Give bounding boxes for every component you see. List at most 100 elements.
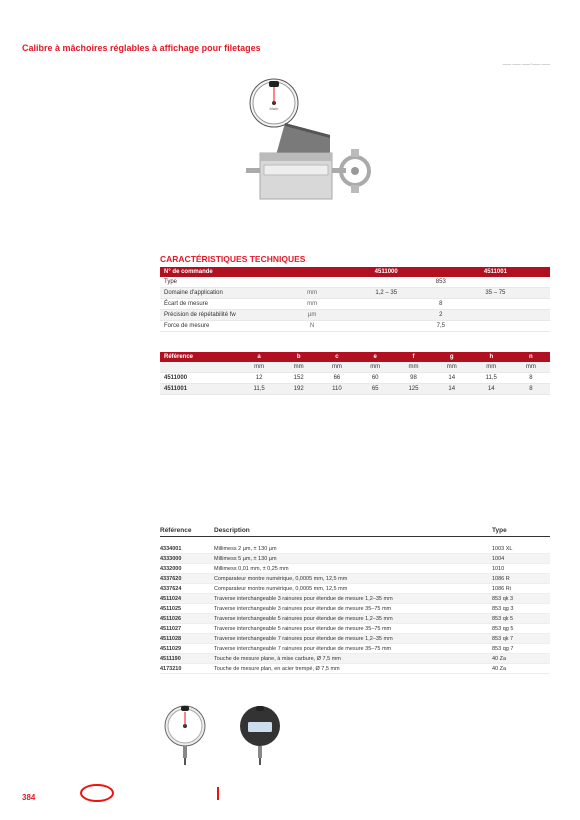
acc-col-header: Référence xyxy=(160,527,214,534)
dim-unit: mm xyxy=(471,362,512,373)
footer-bar-icon xyxy=(217,787,219,800)
dim-unit xyxy=(160,362,239,373)
dim-cell: 11,5 xyxy=(471,373,512,384)
digital-indicator-icon xyxy=(235,704,285,766)
acc-desc: Traverse interchangeable 7 rainures pour… xyxy=(214,646,492,652)
acc-desc: Comparateur montre numérique, 0,0005 mm,… xyxy=(214,586,492,592)
tech-col-header: 4511000 xyxy=(332,267,441,277)
tech-col-header: 4511001 xyxy=(441,267,550,277)
tech-cell: Écart de mesure xyxy=(160,299,293,310)
acc-type: 853 qk 3 xyxy=(492,596,550,602)
tech-cell: mm xyxy=(293,288,332,299)
dim-cell: 152 xyxy=(280,373,318,384)
acc-desc: Traverse interchangeable 3 rainures pour… xyxy=(214,596,492,602)
dim-cell: 8 xyxy=(512,373,550,384)
dim-col-header: a xyxy=(239,352,280,362)
acc-desc: Comparateur montre numérique, 0,0005 mm,… xyxy=(214,576,492,582)
acc-col-header: Type xyxy=(492,527,550,534)
acc-row: 4173210Touche de mesure plan, en acier t… xyxy=(160,664,550,674)
tech-spec-header: CARACTÉRISTIQUES TECHNIQUES xyxy=(160,254,305,264)
dim-col-header: h xyxy=(471,352,512,362)
dim-unit: mm xyxy=(356,362,394,373)
tech-cell: Précision de répétabilité fw xyxy=(160,310,293,321)
dim-cell: 4511001 xyxy=(160,384,239,395)
page-title: Calibre à mâchoires réglables à affichag… xyxy=(22,43,261,53)
acc-row: 4334001Millimess 2 µm, ± 130 µm1003 XL xyxy=(160,544,550,554)
acc-ref: 4511190 xyxy=(160,656,214,662)
tech-cell: mm xyxy=(293,299,332,310)
acc-desc: Traverse interchangeable 3 rainures pour… xyxy=(214,606,492,612)
acc-type: 40 Za xyxy=(492,656,550,662)
accessories-header: RéférenceDescriptionType xyxy=(160,527,550,537)
dim-cell: 8 xyxy=(512,384,550,395)
dim-cell: 125 xyxy=(394,384,432,395)
tech-spec-table: N° de commande45110004511001 Type853Doma… xyxy=(160,267,550,332)
acc-type: 40 Za xyxy=(492,666,550,672)
acc-row: 4511025Traverse interchangeable 3 rainur… xyxy=(160,604,550,614)
acc-type: 853 qk 7 xyxy=(492,636,550,642)
acc-type: 1086 Ri xyxy=(492,586,550,592)
tech-cell: N xyxy=(293,321,332,332)
acc-ref: 4334001 xyxy=(160,546,214,552)
acc-row: 4337620Comparateur montre numérique, 0,0… xyxy=(160,574,550,584)
dimensions-table: Référenceabcefghn mmmmmmmmmmmmmmmm451100… xyxy=(160,352,550,395)
acc-type: 1086 R xyxy=(492,576,550,582)
breadcrumb: ___ ___ ___.___ ___ xyxy=(503,60,550,66)
acc-ref: 4337620 xyxy=(160,576,214,582)
acc-row: 4511190Touche de mesure plane, à mise ca… xyxy=(160,654,550,664)
acc-row: 4332000Millimess 0,01 mm, ± 0,25 mm1010 xyxy=(160,564,550,574)
tech-cell: Force de mesure xyxy=(160,321,293,332)
dim-cell: 12 xyxy=(239,373,280,384)
tech-cell xyxy=(293,277,332,288)
analog-indicator-icon xyxy=(160,704,210,766)
tech-cell: 2 xyxy=(332,310,550,321)
acc-ref: 4333000 xyxy=(160,556,214,562)
acc-row: 4511024Traverse interchangeable 3 rainur… xyxy=(160,594,550,604)
product-image: Mahr xyxy=(220,75,380,220)
acc-ref: 4511026 xyxy=(160,616,214,622)
acc-type: 853 qg 5 xyxy=(492,626,550,632)
acc-ref: 4511024 xyxy=(160,596,214,602)
dim-unit: mm xyxy=(394,362,432,373)
acc-row: 4511029Traverse interchangeable 7 rainur… xyxy=(160,644,550,654)
tech-cell: µm xyxy=(293,310,332,321)
acc-row: 4333000Millimess 5 µm, ± 130 µm1004 xyxy=(160,554,550,564)
dim-cell: 192 xyxy=(280,384,318,395)
accessories-table: 4334001Millimess 2 µm, ± 130 µm1003 XL43… xyxy=(160,544,550,674)
dim-cell: 60 xyxy=(356,373,394,384)
acc-type: 1010 xyxy=(492,566,550,572)
acc-desc: Traverse interchangeable 5 rainures pour… xyxy=(214,616,492,622)
acc-type: 853 qg 7 xyxy=(492,646,550,652)
acc-row: 4337624Comparateur montre numérique, 0,0… xyxy=(160,584,550,594)
acc-desc: Millimess 0,01 mm, ± 0,25 mm xyxy=(214,566,492,572)
dim-cell: 110 xyxy=(318,384,356,395)
dim-col-header: Référence xyxy=(160,352,239,362)
tech-cell: 1,2 – 35 xyxy=(332,288,441,299)
acc-row: 4511028Traverse interchangeable 7 rainur… xyxy=(160,634,550,644)
acc-ref: 4511029 xyxy=(160,646,214,652)
acc-ref: 4173210 xyxy=(160,666,214,672)
tech-cell: 853 xyxy=(332,277,550,288)
acc-row: 4511027Traverse interchangeable 5 rainur… xyxy=(160,624,550,634)
dim-unit: mm xyxy=(318,362,356,373)
dim-cell: 14 xyxy=(471,384,512,395)
acc-row: 4511026Traverse interchangeable 5 rainur… xyxy=(160,614,550,624)
dim-cell: 14 xyxy=(433,384,471,395)
page-number: 384 xyxy=(22,793,35,802)
acc-desc: Traverse interchangeable 7 rainures pour… xyxy=(214,636,492,642)
dim-cell: 98 xyxy=(394,373,432,384)
acc-col-header: Description xyxy=(214,527,492,534)
acc-ref: 4332000 xyxy=(160,566,214,572)
dim-col-header: c xyxy=(318,352,356,362)
dim-col-header: g xyxy=(433,352,471,362)
acc-desc: Traverse interchangeable 5 rainures pour… xyxy=(214,626,492,632)
dim-unit: mm xyxy=(433,362,471,373)
acc-desc: Touche de mesure plan, en acier trempé, … xyxy=(214,666,492,672)
acc-type: 853 qk 5 xyxy=(492,616,550,622)
acc-type: 853 qg 3 xyxy=(492,606,550,612)
footer-oval-icon xyxy=(80,784,114,802)
dim-cell: 14 xyxy=(433,373,471,384)
tech-cell: Type xyxy=(160,277,293,288)
acc-type: 1003 XL xyxy=(492,546,550,552)
tech-cell: 8 xyxy=(332,299,550,310)
